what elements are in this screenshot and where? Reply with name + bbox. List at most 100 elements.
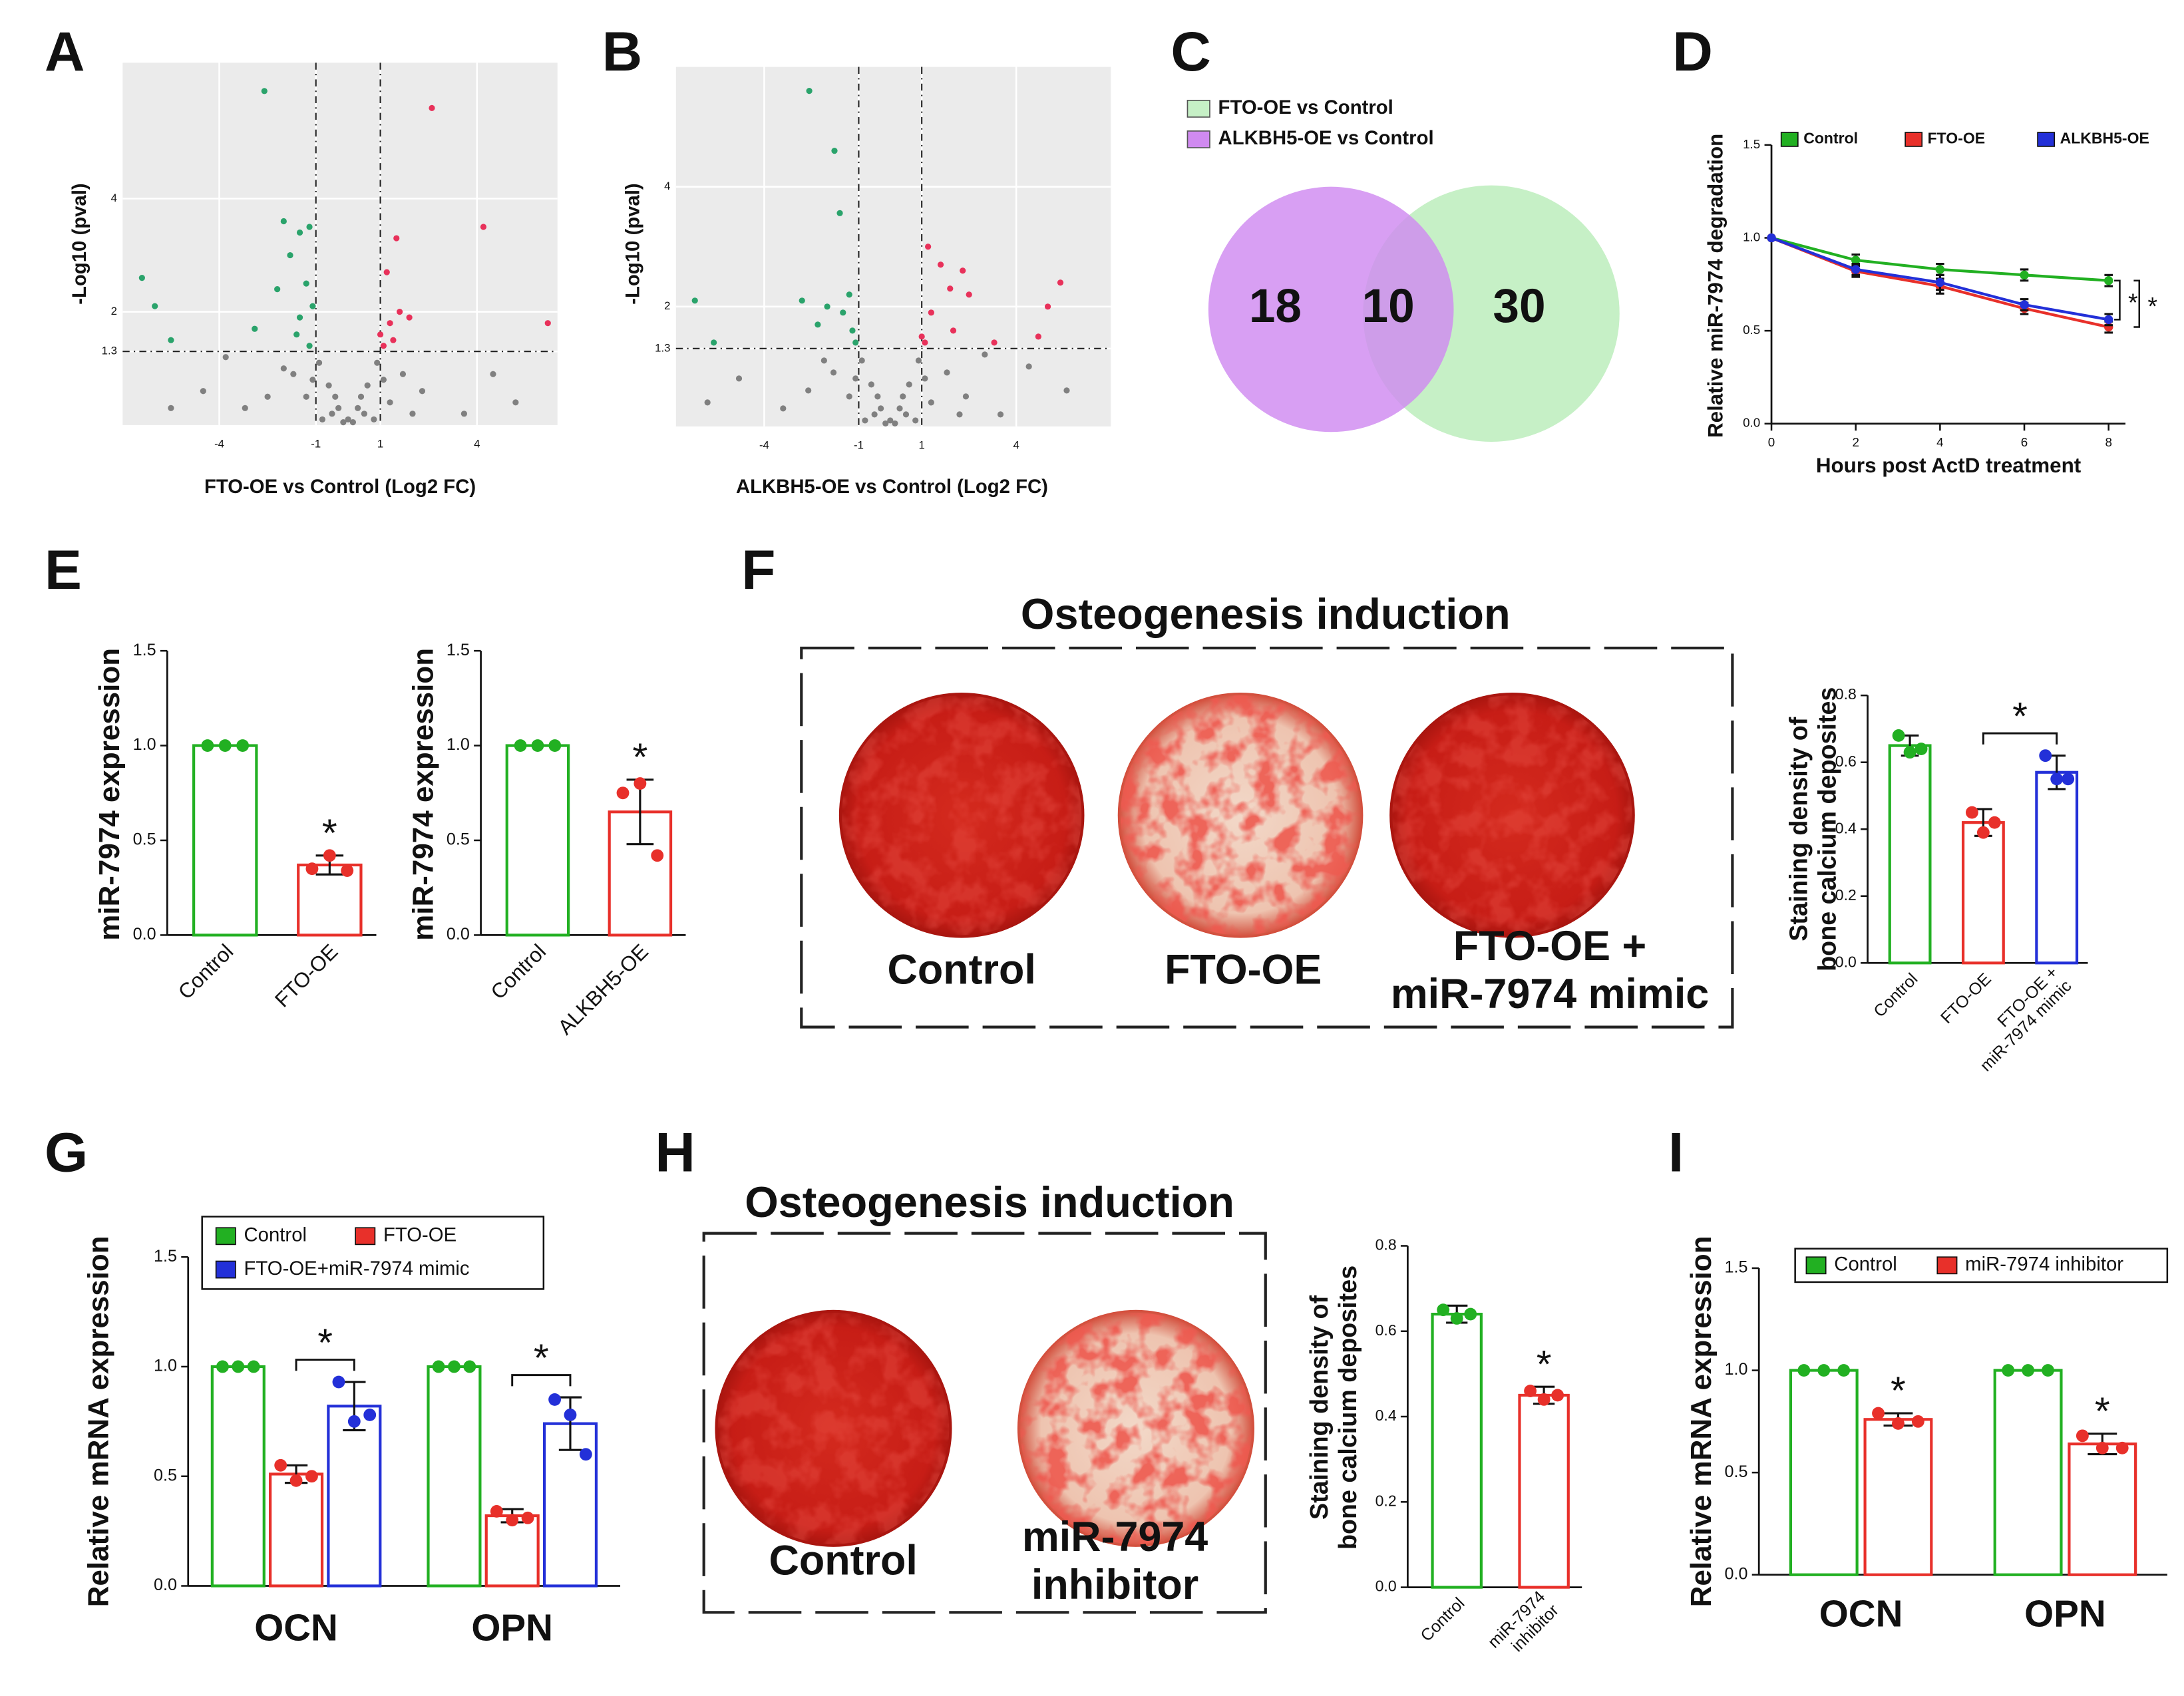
point <box>912 417 919 424</box>
legend-swatch <box>355 1227 376 1246</box>
bar <box>1431 1312 1483 1589</box>
y-tick-label: 1.0 <box>1725 1360 1748 1379</box>
data-point <box>1872 1407 1885 1420</box>
data-point <box>616 786 630 800</box>
data-point <box>1464 1307 1477 1321</box>
marker <box>1851 265 1861 274</box>
y-tick-label: 2 <box>111 305 117 317</box>
panel-label: I <box>1668 1121 1684 1184</box>
marker <box>1935 265 1945 274</box>
significance-mark: * <box>2147 292 2157 320</box>
data-point <box>341 864 354 877</box>
marker <box>1767 233 1776 243</box>
point <box>925 244 932 250</box>
point <box>319 416 326 423</box>
point <box>868 381 875 388</box>
point <box>799 297 805 304</box>
point <box>871 411 878 418</box>
legend-swatch <box>215 1227 236 1246</box>
bar <box>327 1405 382 1588</box>
point <box>361 411 367 417</box>
point <box>419 388 426 395</box>
point <box>387 399 393 406</box>
point <box>846 291 852 298</box>
point <box>460 411 468 417</box>
y-tick-label: 0.5 <box>1743 323 1760 337</box>
venn-count: 30 <box>1493 280 1545 333</box>
data-point <box>2022 1364 2035 1377</box>
point <box>303 280 309 287</box>
y-tick-label: 0.2 <box>1375 1492 1397 1509</box>
point <box>892 420 898 427</box>
data-point <box>1537 1393 1550 1406</box>
data-point <box>216 1360 229 1373</box>
point <box>900 393 906 400</box>
data-point <box>332 1375 345 1389</box>
x-tick-label: 1 <box>377 438 383 450</box>
error-bar <box>558 1396 582 1451</box>
point <box>947 285 954 292</box>
point <box>956 411 963 418</box>
data-point <box>1797 1364 1811 1377</box>
dish-texture <box>1120 695 1361 935</box>
y-tick-label: 0.0 <box>133 925 156 943</box>
x-tick-label: FTO-OE <box>270 939 342 1011</box>
data-point <box>1914 743 1928 756</box>
point <box>896 405 903 412</box>
group-label: OCN <box>1819 1593 1903 1635</box>
venn-count: 18 <box>1249 280 1302 333</box>
point <box>399 371 407 377</box>
significance-mark: * <box>2095 1390 2110 1433</box>
point <box>902 411 910 418</box>
x-tick-label: Control <box>1870 969 1921 1021</box>
data-point <box>1524 1385 1537 1397</box>
data-point <box>1551 1389 1564 1402</box>
bar <box>2035 770 2079 965</box>
point <box>264 393 271 400</box>
x-axis-label: FTO-OE vs Control (Log2 FC) <box>204 476 476 498</box>
point <box>306 343 313 349</box>
marker <box>2103 315 2113 325</box>
point <box>340 419 347 426</box>
point <box>1025 363 1032 370</box>
y-tick-label: 0.4 <box>1835 819 1857 836</box>
significance-bracket <box>2133 279 2141 328</box>
point <box>480 224 487 230</box>
data-point <box>634 777 647 790</box>
point <box>138 275 145 281</box>
point <box>377 331 384 338</box>
point <box>922 375 928 382</box>
point <box>960 267 966 274</box>
point <box>950 327 957 334</box>
plot-background <box>122 63 558 425</box>
panel-label: A <box>45 20 85 83</box>
x-tick-label: Control <box>1417 1594 1468 1645</box>
venn-overlap-count: 10 <box>1362 280 1414 333</box>
x-tick-label: 4 <box>1013 439 1019 452</box>
data-point <box>2115 1441 2129 1454</box>
legend-swatch <box>1905 132 1923 147</box>
significance-mark: * <box>632 736 647 779</box>
point <box>252 325 258 332</box>
data-point <box>2042 1364 2054 1377</box>
point <box>512 399 519 406</box>
data-point <box>463 1360 476 1373</box>
y-axis-label: Relative mRNA expression <box>82 1236 114 1607</box>
point <box>915 357 922 364</box>
point <box>296 229 303 236</box>
y-axis-label: -Log10 (pval) <box>622 183 644 304</box>
legend-swatch <box>1186 130 1210 148</box>
y-tick-label: 1.3 <box>655 341 670 354</box>
y-tick-label: 0.0 <box>1725 1564 1748 1583</box>
significance-mark: * <box>1537 1343 1552 1386</box>
bar <box>1863 1418 1933 1576</box>
point <box>309 303 316 309</box>
y-tick-label: 1.0 <box>133 735 156 754</box>
dish-texture <box>1392 695 1632 935</box>
photo-label: miR-7974 inhibitor <box>1022 1513 1208 1608</box>
data-point <box>2039 749 2052 763</box>
point <box>383 269 390 275</box>
legend-label: miR-7974 inhibitor <box>1965 1254 2123 1275</box>
point <box>906 381 912 388</box>
plot-background <box>675 67 1111 426</box>
